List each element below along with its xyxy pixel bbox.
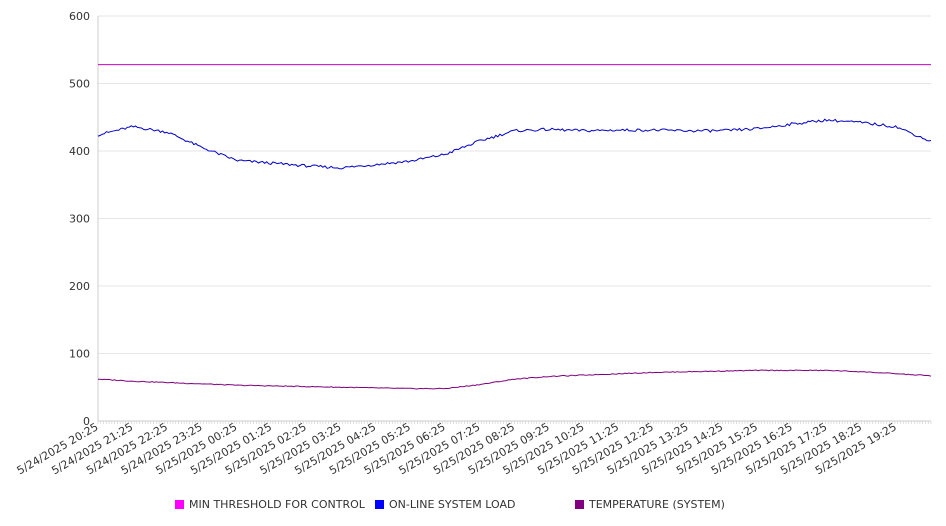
legend-swatch-threshold	[175, 500, 184, 509]
legend-label-threshold: MIN THRESHOLD FOR CONTROL	[189, 498, 365, 511]
legend-item-load[interactable]: ON-LINE SYSTEM LOAD	[375, 498, 515, 511]
y-axis: 0 100 200 300 400 500 600	[69, 10, 99, 428]
legend: MIN THRESHOLD FOR CONTROL ON-LINE SYSTEM…	[0, 498, 946, 514]
y-tick-label: 500	[69, 78, 90, 91]
series-lines	[97, 64, 932, 390]
legend-label-temperature: TEMPERATURE (SYSTEM)	[589, 498, 725, 511]
y-tick-label: 0	[83, 415, 90, 428]
y-tick-label: 400	[69, 145, 90, 158]
x-axis: 5/24/2025 20:255/24/2025 21:255/24/2025 …	[15, 420, 932, 477]
legend-label-load: ON-LINE SYSTEM LOAD	[389, 498, 516, 511]
grid-lines	[98, 15, 931, 422]
legend-item-temperature[interactable]: TEMPERATURE (SYSTEM)	[575, 498, 725, 511]
y-tick-label: 100	[69, 348, 90, 361]
y-tick-label: 300	[69, 213, 90, 226]
y-tick-label: 600	[69, 10, 90, 23]
legend-swatch-temperature	[575, 500, 584, 509]
series-line-1	[97, 118, 932, 170]
legend-item-threshold[interactable]: MIN THRESHOLD FOR CONTROL	[175, 498, 365, 511]
y-tick-label: 200	[69, 280, 90, 293]
legend-swatch-load	[375, 500, 384, 509]
series-line-2	[98, 369, 932, 390]
